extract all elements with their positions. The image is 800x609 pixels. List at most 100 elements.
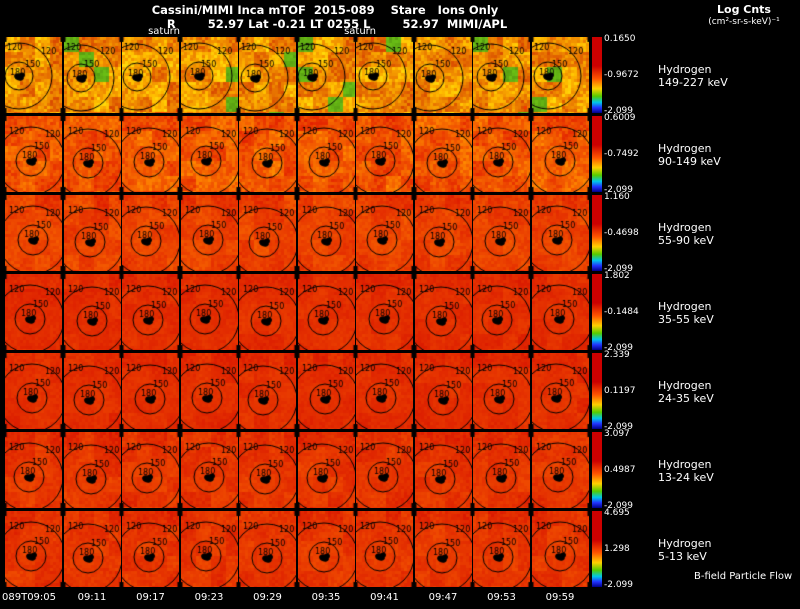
time-tick-label: 09:29 (253, 592, 282, 603)
time-tick-label: 09:59 (545, 592, 575, 603)
energy-range: 13-24 keV (658, 471, 714, 484)
units-line2: (cm²-sr-s-keV)⁻¹ (708, 17, 780, 27)
time-axis: 089T09:05 09:11 09:17 09:23 09:29 09:35 09:41 0… (0, 592, 800, 607)
heatmap-panel (239, 274, 296, 350)
heatmap-panel (531, 37, 589, 113)
heatmap-panel (122, 116, 179, 192)
colorbar-tick-min: -2.099 (604, 185, 634, 195)
heatmap-panel (180, 116, 238, 192)
colorbar-tick-max: 4.695 (604, 508, 630, 518)
heatmap-panel (297, 511, 355, 587)
colorbar-tick-min: -2.099 (604, 264, 634, 274)
heatmap-panel (531, 274, 589, 350)
heatmap-panel (473, 511, 530, 587)
row-species-label: Hydrogen 149-227 keV (658, 63, 728, 89)
heatmap-panel (356, 353, 413, 429)
energy-row: 0.6009 -0.7492 -2.099 Hydrogen 90-149 keV (0, 113, 800, 195)
heatmap-panel (531, 511, 589, 587)
time-tick-label: 09:47 (428, 592, 458, 603)
units-line1: Log Cnts (717, 3, 771, 16)
colorbar-tick-mid: -0.7492 (604, 149, 639, 159)
colorbar-tick-mid: -0.9672 (604, 70, 639, 80)
heatmap-panel (414, 511, 472, 587)
colorbar (592, 116, 602, 192)
colorbar (592, 432, 602, 508)
heatmap-panel (63, 511, 121, 587)
energy-row: 0.1650 -0.9672 -2.099 Hydrogen 149-227 keV (0, 34, 800, 116)
heatmap-panel (180, 274, 238, 350)
heatmap-panel (356, 37, 413, 113)
row-species-label: Hydrogen 35-55 keV (658, 300, 714, 326)
heatmap-panel (180, 195, 238, 271)
heatmap-panel (5, 353, 62, 429)
heatmap-panel (122, 353, 179, 429)
species-name: Hydrogen (658, 63, 712, 76)
colorbar-tick-mid: 1.298 (604, 544, 630, 554)
heatmap-panel (5, 511, 62, 587)
row-species-label: Hydrogen 13-24 keV (658, 458, 714, 484)
heatmap-panel (239, 353, 296, 429)
colorbar-tick-min: -2.099 (604, 343, 634, 353)
time-tick-label: 09:17 (136, 592, 165, 603)
heatmap-panel (356, 274, 413, 350)
colorbar (592, 353, 602, 429)
heatmap-panel (5, 116, 62, 192)
time-tick-label: 09:35 (311, 592, 341, 603)
heatmap-panel (122, 195, 179, 271)
heatmap-panel (297, 116, 355, 192)
energy-range: 149-227 keV (658, 76, 728, 89)
heatmap-panel (356, 511, 413, 587)
species-name: Hydrogen (658, 300, 712, 313)
colorbar (592, 195, 602, 271)
heatmap-panel (414, 432, 472, 508)
heatmap-panel (297, 353, 355, 429)
row-species-label: Hydrogen 5-13 keV (658, 537, 712, 563)
heatmap-panel (122, 511, 179, 587)
plot-title: Cassini/MIMI Inca mTOF 2015-089 Stare Io… (151, 3, 499, 17)
heatmap-panel (239, 511, 296, 587)
time-tick-label: 09:53 (487, 592, 516, 603)
heatmap-panel (473, 116, 530, 192)
colorbar-tick-max: 1.160 (604, 192, 630, 202)
energy-row: 2.339 0.1197 -2.099 Hydrogen 24-35 keV (0, 350, 800, 432)
species-name: Hydrogen (658, 142, 712, 155)
heatmap-panel (180, 432, 238, 508)
heatmap-panel (414, 116, 472, 192)
heatmap-panel (122, 37, 179, 113)
species-name: Hydrogen (658, 458, 712, 471)
heatmap-panel (239, 37, 296, 113)
colorbar-tick-min: -2.099 (604, 580, 634, 590)
species-name: Hydrogen (658, 379, 712, 392)
colorbar-tick-mid: 0.1197 (604, 386, 636, 396)
energy-row: 1.802 -0.1484 -2.099 Hydrogen 35-55 keV (0, 271, 800, 353)
time-tick-label: 09:41 (370, 592, 399, 603)
colorbar-tick-max: 1.802 (604, 271, 630, 281)
heatmap-panel (473, 37, 530, 113)
heatmap-panel (414, 274, 472, 350)
heatmap-panel (5, 274, 62, 350)
colorbar-tick-mid: 0.4987 (604, 465, 636, 475)
colorbar-tick-max: 3.097 (604, 429, 630, 439)
colorbar (592, 511, 602, 587)
heatmap-panel (414, 195, 472, 271)
heatmap-panel (531, 353, 589, 429)
energy-range: 55-90 keV (658, 234, 714, 247)
heatmap-panel (5, 37, 62, 113)
species-name: Hydrogen (658, 221, 712, 234)
time-tick-label: 09:23 (194, 592, 224, 603)
heatmap-panel (63, 274, 121, 350)
heatmap-panel (239, 116, 296, 192)
heatmap-panel (63, 432, 121, 508)
heatmap-panel (297, 274, 355, 350)
heatmap-panel (531, 432, 589, 508)
heatmap-panel (297, 195, 355, 271)
colorbar-tick-max: 0.1650 (604, 34, 636, 44)
heatmap-panel (297, 37, 355, 113)
energy-range: 24-35 keV (658, 392, 714, 405)
heatmap-panel (297, 432, 355, 508)
colorbar-tick-mid: -0.1484 (604, 307, 639, 317)
energy-row: 4.695 1.298 -2.099 Hydrogen 5-13 keV (0, 508, 800, 590)
colorbar-tick-max: 0.6009 (604, 113, 636, 123)
energy-range: 5-13 keV (658, 550, 707, 563)
